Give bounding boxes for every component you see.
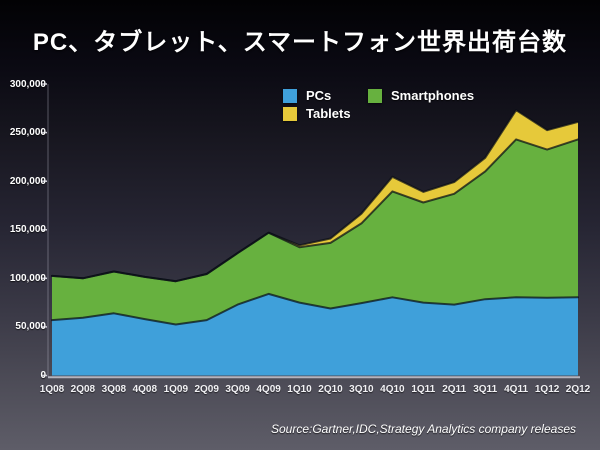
legend-swatch-pcs [283, 88, 297, 103]
smartphones-top-outline [51, 138, 579, 283]
page-title: PC、タブレット、スマートフォン世界出荷台数 [32, 29, 568, 56]
legend-swatch-tablets [283, 106, 297, 121]
x-tick-label: 2Q11 [442, 384, 467, 395]
x-tick-label: 2Q10 [318, 384, 343, 395]
legend-label-smartphones: Smartphones [391, 87, 475, 103]
y-tick-label: 0 [40, 370, 46, 381]
x-tick-label: 4Q10 [380, 384, 405, 395]
y-tick-label: 300,000 [9, 78, 46, 90]
legend-label-pcs: PCs [306, 87, 332, 103]
legend-label-tablets: Tablets [306, 105, 351, 121]
x-tick-label: 1Q11 [411, 384, 436, 395]
x-tick-label: 3Q09 [225, 384, 250, 395]
x-tick-label: 2Q12 [565, 384, 591, 395]
x-tick-label: 1Q12 [534, 384, 560, 395]
y-tick-label: 250,000 [9, 127, 46, 139]
x-tick-label: 3Q11 [473, 384, 498, 395]
y-tick-label: 200,000 [9, 175, 46, 187]
x-tick-label: 4Q09 [256, 384, 281, 395]
legend-swatch-smartphones [368, 88, 382, 103]
x-tick-label: 3Q10 [349, 384, 374, 395]
x-tick-label: 1Q09 [163, 384, 189, 395]
x-tick-label: 2Q08 [70, 384, 96, 395]
legend-item-pcs: PCs [283, 88, 331, 103]
y-tick-label: 150,000 [9, 224, 46, 236]
x-tick-label: 4Q08 [132, 384, 158, 395]
x-tick-label: 3Q08 [101, 384, 127, 395]
x-tick-label: 4Q11 [504, 384, 529, 395]
source-attribution: Source:Gartner,IDC,Strategy Analytics co… [270, 422, 576, 436]
legend-item-tablets: Tablets [283, 106, 351, 121]
pcs-top-outline [51, 292, 579, 326]
legend-item-smartphones: Smartphones [368, 88, 474, 103]
x-tick-label: 1Q08 [39, 384, 65, 395]
y-tick-label: 100,000 [9, 272, 46, 284]
pcs-area [52, 293, 578, 376]
x-tick-label: 2Q09 [194, 384, 219, 395]
x-tick-label: 1Q10 [287, 384, 312, 395]
y-tick-label: 50,000 [15, 321, 46, 333]
